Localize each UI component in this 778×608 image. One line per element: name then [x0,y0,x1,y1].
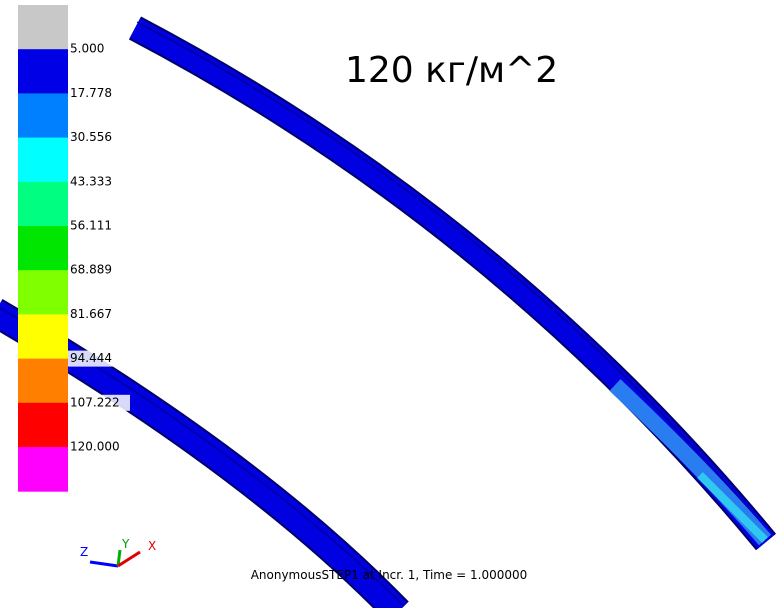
legend-swatch [18,403,68,448]
legend-swatch [18,226,68,271]
legend-swatch [18,182,68,227]
viewport: 5.000 17.778 30.556 43.333 56.111 68.889 81.66… [0,0,778,608]
legend-label: 56.111 [70,219,112,233]
triad-label: Y [121,537,130,551]
legend-label: 17.778 [70,86,112,100]
title: 120 кг/м^2 [345,50,558,91]
legend-label: 81.667 [70,307,112,321]
triad-label: X [148,539,156,553]
legend-label: 30.556 [70,130,112,144]
legend-label: 107.222 [70,395,120,409]
legend-swatch [18,49,68,94]
triad-label: Z [80,545,88,559]
legend-swatch [18,270,68,315]
legend-label: 120.000 [70,440,120,454]
legend-swatch [18,314,68,359]
footer: AnonymousSTEP1 at Incr. 1, Time = 1.0000… [251,568,528,582]
legend-swatch [18,93,68,138]
legend-swatch [18,447,68,492]
legend-swatch [18,138,68,183]
legend-label: 94.444 [70,351,112,365]
legend-swatch [18,5,68,50]
legend-label: 43.333 [70,174,112,188]
legend-swatch [18,359,68,404]
legend-label: 5.000 [70,42,104,56]
legend-label: 68.889 [70,263,112,277]
